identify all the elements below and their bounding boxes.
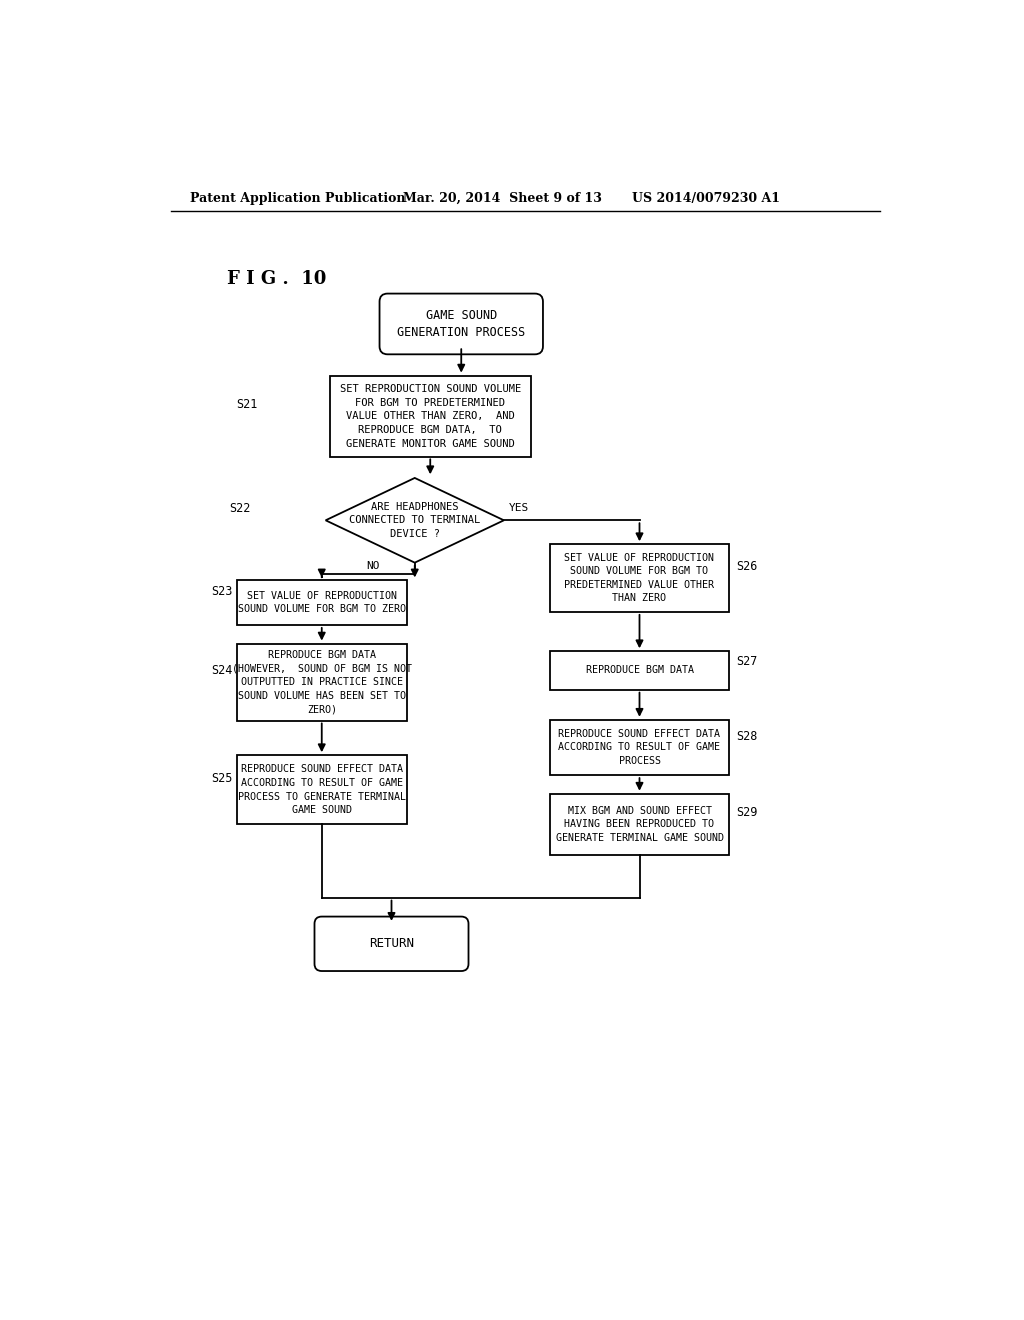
Bar bbox=[237, 644, 407, 721]
Bar bbox=[550, 544, 729, 612]
Text: S24: S24 bbox=[211, 664, 232, 677]
Bar bbox=[550, 793, 729, 855]
Text: NO: NO bbox=[367, 561, 380, 570]
Text: F I G .  10: F I G . 10 bbox=[227, 271, 327, 288]
Bar bbox=[550, 719, 729, 775]
Text: SET VALUE OF REPRODUCTION
SOUND VOLUME FOR BGM TO
PREDETERMINED VALUE OTHER
THAN: SET VALUE OF REPRODUCTION SOUND VOLUME F… bbox=[564, 553, 715, 603]
Text: YES: YES bbox=[509, 503, 529, 513]
Bar bbox=[237, 755, 407, 825]
Text: REPRODUCE BGM DATA: REPRODUCE BGM DATA bbox=[586, 665, 693, 676]
Text: REPRODUCE BGM DATA
(HOWEVER,  SOUND OF BGM IS NOT
OUTPUTTED IN PRACTICE SINCE
SO: REPRODUCE BGM DATA (HOWEVER, SOUND OF BG… bbox=[231, 649, 412, 714]
Text: S28: S28 bbox=[736, 730, 758, 743]
FancyBboxPatch shape bbox=[380, 293, 543, 354]
Text: S23: S23 bbox=[211, 585, 232, 598]
FancyBboxPatch shape bbox=[314, 916, 469, 972]
Text: S22: S22 bbox=[228, 502, 250, 515]
Text: SET VALUE OF REPRODUCTION
SOUND VOLUME FOR BGM TO ZERO: SET VALUE OF REPRODUCTION SOUND VOLUME F… bbox=[238, 591, 406, 615]
Bar bbox=[330, 376, 531, 457]
Text: ARE HEADPHONES
CONNECTED TO TERMINAL
DEVICE ?: ARE HEADPHONES CONNECTED TO TERMINAL DEV… bbox=[349, 502, 480, 539]
Text: REPRODUCE SOUND EFFECT DATA
ACCORDING TO RESULT OF GAME
PROCESS TO GENERATE TERM: REPRODUCE SOUND EFFECT DATA ACCORDING TO… bbox=[238, 764, 406, 816]
Text: S27: S27 bbox=[736, 655, 758, 668]
Bar bbox=[237, 581, 407, 626]
Text: Patent Application Publication: Patent Application Publication bbox=[190, 191, 406, 205]
Text: MIX BGM AND SOUND EFFECT
HAVING BEEN REPRODUCED TO
GENERATE TERMINAL GAME SOUND: MIX BGM AND SOUND EFFECT HAVING BEEN REP… bbox=[555, 805, 724, 843]
Text: GAME SOUND
GENERATION PROCESS: GAME SOUND GENERATION PROCESS bbox=[397, 309, 525, 339]
Text: S26: S26 bbox=[736, 560, 758, 573]
Text: S29: S29 bbox=[736, 807, 758, 820]
Text: S25: S25 bbox=[211, 772, 232, 785]
Text: US 2014/0079230 A1: US 2014/0079230 A1 bbox=[632, 191, 779, 205]
Text: SET REPRODUCTION SOUND VOLUME
FOR BGM TO PREDETERMINED
VALUE OTHER THAN ZERO,  A: SET REPRODUCTION SOUND VOLUME FOR BGM TO… bbox=[340, 384, 521, 449]
Bar bbox=[550, 651, 729, 689]
Text: Mar. 20, 2014  Sheet 9 of 13: Mar. 20, 2014 Sheet 9 of 13 bbox=[403, 191, 602, 205]
Polygon shape bbox=[326, 478, 504, 562]
Text: RETURN: RETURN bbox=[369, 937, 414, 950]
Text: S21: S21 bbox=[237, 399, 258, 412]
Text: REPRODUCE SOUND EFFECT DATA
ACCORDING TO RESULT OF GAME
PROCESS: REPRODUCE SOUND EFFECT DATA ACCORDING TO… bbox=[558, 729, 721, 766]
